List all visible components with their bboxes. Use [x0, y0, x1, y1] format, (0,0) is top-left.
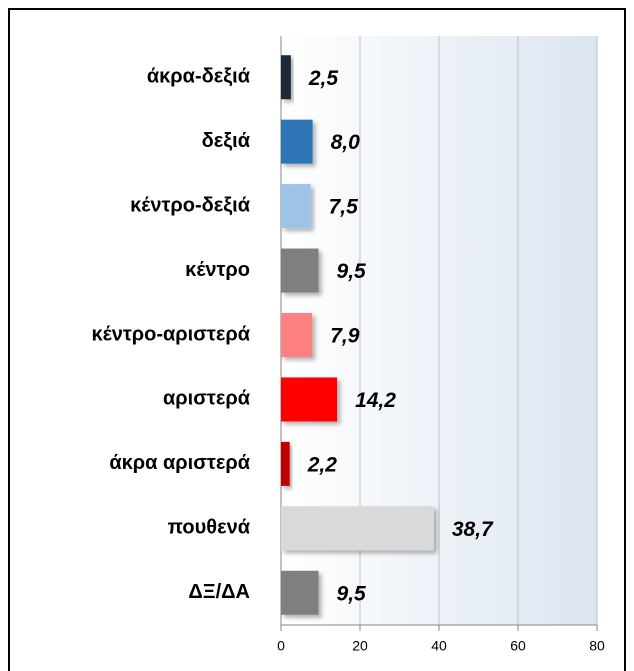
- y-tick-label: άκρα αριστερά: [109, 452, 250, 474]
- bar: [281, 248, 319, 293]
- y-tick-label: πουθενά: [168, 517, 251, 539]
- bar: [281, 184, 311, 229]
- value-label: 2,5: [308, 67, 339, 90]
- bar: [281, 119, 313, 164]
- value-label: 14,2: [355, 389, 396, 412]
- value-label: 8,0: [331, 131, 361, 154]
- value-label: 38,7: [452, 518, 494, 541]
- value-label: 2,2: [307, 453, 338, 476]
- bar: [281, 55, 291, 100]
- y-tick-label: αριστερά: [163, 388, 251, 410]
- y-tick-label: άκρα-δεξιά: [147, 66, 251, 88]
- y-tick-label: κέντρο-δεξιά: [130, 194, 251, 216]
- y-tick-label: δεξιά: [202, 130, 251, 152]
- bar: [281, 441, 290, 486]
- x-tick-label: 0: [277, 638, 285, 654]
- value-label: 7,9: [330, 325, 360, 348]
- x-tick-label: 20: [352, 638, 368, 654]
- bar: [281, 506, 434, 551]
- y-tick-label: κέντρο: [185, 259, 250, 281]
- value-label: 9,5: [337, 582, 367, 605]
- x-tick-label: 40: [431, 638, 447, 654]
- value-label: 7,5: [329, 196, 359, 219]
- x-tick-label: 80: [589, 638, 605, 654]
- value-label: 9,5: [337, 260, 367, 283]
- x-tick-label: 60: [510, 638, 526, 654]
- bar: [281, 377, 338, 422]
- y-tick-label: κέντρο-αριστερά: [92, 323, 251, 345]
- bar: [281, 570, 319, 615]
- bar: [281, 313, 313, 357]
- frame: [8, 8, 626, 671]
- y-tick-label: ΔΞ/ΔΑ: [188, 581, 250, 603]
